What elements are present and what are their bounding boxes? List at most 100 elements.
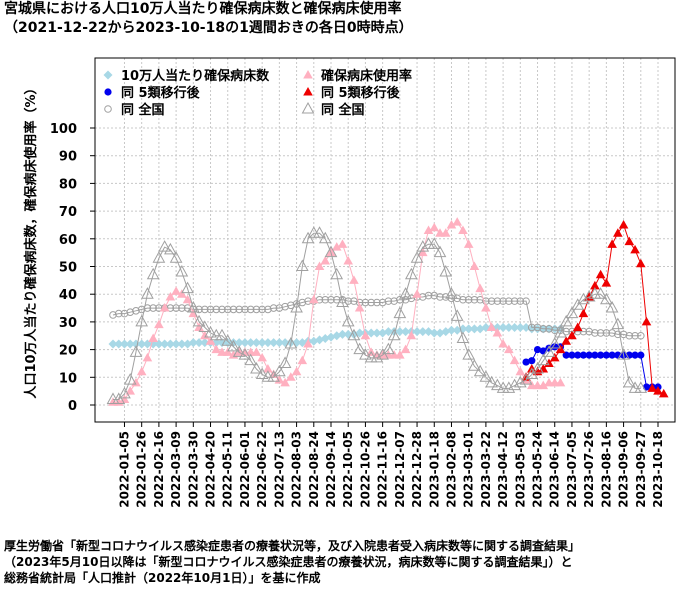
data-point-beds_national xyxy=(223,305,232,314)
data-point-beds_national xyxy=(137,305,146,314)
legend-marker xyxy=(104,88,112,96)
y-tick-label: 100 xyxy=(50,122,77,137)
data-point-rate xyxy=(297,355,308,365)
data-point-rate xyxy=(280,377,290,387)
data-point-beds xyxy=(263,338,273,348)
data-point-rate xyxy=(308,294,319,304)
data-point-beds_post xyxy=(528,357,536,365)
data-point-beds xyxy=(188,338,198,348)
data-point-rate_national xyxy=(479,370,493,382)
data-point-rate xyxy=(458,225,468,234)
data-point-beds_national xyxy=(241,305,249,314)
data-point-beds_post xyxy=(608,351,616,359)
data-point-beds_national xyxy=(579,327,588,336)
data-point-beds xyxy=(469,324,479,334)
data-point-rate_national xyxy=(387,328,401,341)
data-point-rate_national xyxy=(605,301,619,313)
data-point-rate xyxy=(440,228,451,237)
data-point-beds_national xyxy=(499,297,507,305)
data-point-rate_national xyxy=(146,267,160,280)
data-point-rate_national xyxy=(617,348,630,360)
series-rate_national xyxy=(106,226,648,404)
data-point-beds xyxy=(395,327,405,337)
data-point-rate_national xyxy=(123,373,137,385)
data-point-beds_post xyxy=(579,351,588,359)
data-point-rate_post xyxy=(647,383,658,392)
data-point-beds_national xyxy=(464,295,473,304)
data-point-rate xyxy=(119,394,130,403)
data-point-rate_post xyxy=(601,278,612,287)
data-point-rate_national xyxy=(255,367,269,380)
data-point-rate_post xyxy=(595,269,606,279)
data-point-beds_national xyxy=(527,323,536,332)
data-point-rate_national xyxy=(427,237,441,249)
data-point-beds_national xyxy=(275,304,284,312)
y-tick-label: 40 xyxy=(59,288,77,303)
data-point-beds_national xyxy=(218,305,226,314)
x-tick-label: 2023-07-26 xyxy=(582,431,596,508)
data-point-beds_national xyxy=(281,302,289,311)
x-tick-label: 2023-01-18 xyxy=(427,431,441,508)
data-point-beds_post xyxy=(637,351,645,359)
data-point-beds_national xyxy=(126,308,135,317)
data-point-beds_national xyxy=(212,305,221,314)
data-point-rate_national xyxy=(192,314,206,327)
x-tick-label: 2022-10-05 xyxy=(341,431,355,508)
data-point-rate_post xyxy=(538,363,549,373)
data-point-beds xyxy=(137,339,147,349)
data-point-rate_national xyxy=(250,361,263,374)
data-point-rate xyxy=(395,350,405,359)
data-point-rate xyxy=(538,380,549,390)
data-point-rate xyxy=(555,377,566,387)
x-tick-label: 2023-04-12 xyxy=(496,431,510,508)
x-tick-label: 2022-03-30 xyxy=(186,431,200,508)
data-point-rate_national xyxy=(198,320,212,332)
y-tick-label: 0 xyxy=(68,399,77,414)
data-point-beds_national xyxy=(505,297,513,305)
data-point-rate_post xyxy=(624,236,635,246)
data-point-rate_national xyxy=(238,348,252,360)
data-point-rate_national xyxy=(129,345,143,357)
data-point-rate_post xyxy=(572,322,583,331)
data-point-rate_national xyxy=(330,267,344,280)
data-point-beds_post xyxy=(602,351,610,359)
data-point-rate xyxy=(165,291,176,301)
data-point-rate xyxy=(343,255,354,265)
data-point-rate_national xyxy=(324,245,338,258)
data-point-beds xyxy=(498,322,508,332)
data-point-beds_post xyxy=(533,346,542,354)
data-point-beds_post xyxy=(562,351,570,359)
data-point-beds_national xyxy=(441,293,450,301)
data-point-beds xyxy=(125,339,135,349)
data-point-rate_national xyxy=(152,251,166,263)
data-point-beds_national xyxy=(350,297,358,305)
data-point-rate xyxy=(406,330,417,340)
data-point-beds xyxy=(372,328,382,338)
x-tick-label: 2023-10-18 xyxy=(651,431,665,508)
data-point-rate xyxy=(154,319,164,329)
data-point-beds_national xyxy=(367,298,375,307)
series-rate xyxy=(108,217,566,406)
data-point-rate_national xyxy=(491,378,504,391)
source-note: 厚生労働省「新型コロナウイルス感染症患者の療養状況等，及び入院患者受入病床数等に… xyxy=(4,538,580,586)
data-point-rate xyxy=(194,322,204,331)
data-point-rate xyxy=(251,347,262,356)
data-point-beds_national xyxy=(264,305,272,314)
data-point-beds_national xyxy=(625,331,634,340)
data-point-beds xyxy=(211,338,221,348)
data-point-beds_national xyxy=(361,298,370,307)
data-point-rate_national xyxy=(542,345,556,357)
source-line-3: 総務省統計局「人口推計（2022年10月1日）」を基に作成 xyxy=(4,571,321,585)
data-point-rate_national xyxy=(433,245,447,258)
data-point-rate_national xyxy=(135,314,149,327)
data-point-rate_national xyxy=(628,381,642,393)
data-point-beds_national xyxy=(510,297,519,305)
legend-marker xyxy=(303,70,313,79)
x-tick-label: 2023-08-16 xyxy=(599,431,613,508)
data-point-rate_national xyxy=(519,373,533,385)
data-point-beds_national xyxy=(631,331,639,340)
data-point-rate_national xyxy=(445,287,458,299)
data-point-rate xyxy=(291,366,302,376)
data-point-rate_national xyxy=(112,392,126,404)
data-point-beds xyxy=(504,322,514,332)
